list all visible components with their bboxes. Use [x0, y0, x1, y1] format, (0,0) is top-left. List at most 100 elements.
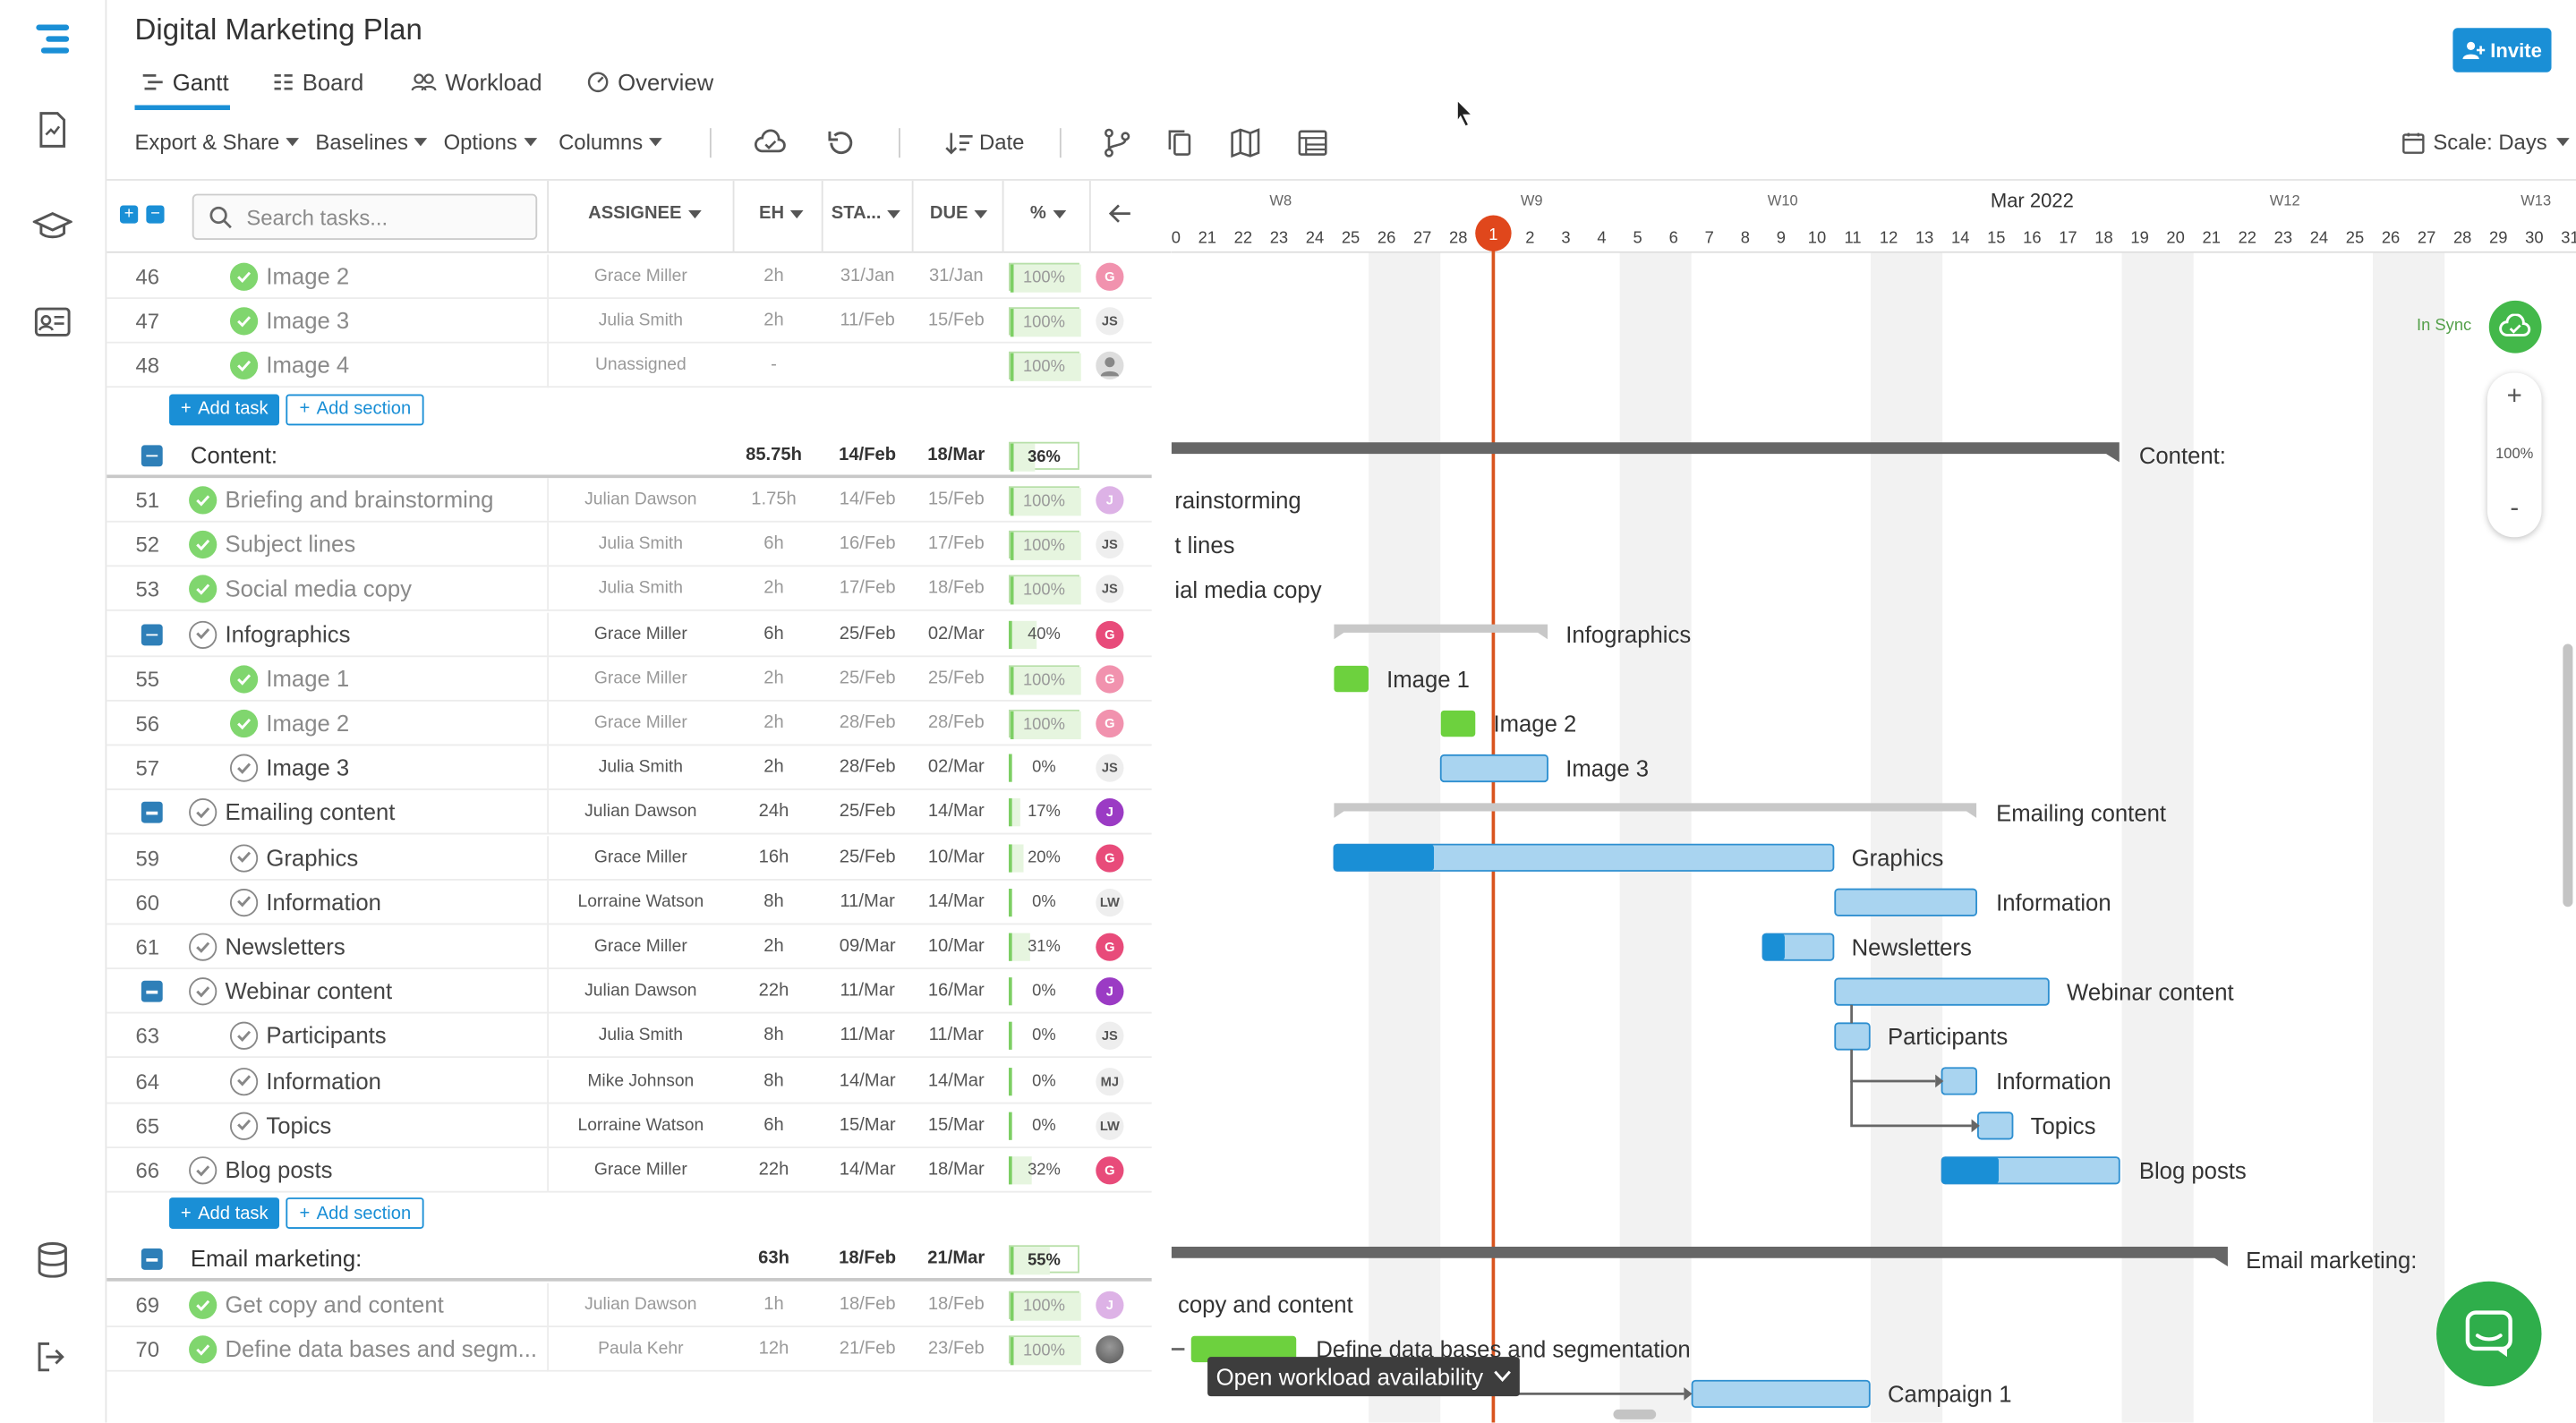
- task-progress[interactable]: 100%: [1008, 307, 1081, 337]
- collapse-task-button[interactable]: [141, 981, 163, 1002]
- task-assignee[interactable]: Unassigned: [594, 355, 687, 376]
- open-workload-button[interactable]: Open workload availability: [1207, 1357, 1520, 1397]
- user-avatar[interactable]: G: [1096, 843, 1124, 872]
- task-start[interactable]: 25/Feb: [839, 802, 896, 822]
- task-row[interactable]: 46 Image 2 Grace Miller 2h 31/Jan 31/Jan 100% G: [107, 254, 1152, 300]
- complete-checkbox[interactable]: [229, 843, 259, 872]
- task-name[interactable]: Newsletters: [225, 933, 345, 959]
- cloud-save-icon[interactable]: [754, 128, 787, 158]
- user-avatar[interactable]: JS: [1096, 575, 1124, 604]
- task-row[interactable]: Emailing content Julian Dawson 24h 25/Feb 14…: [107, 790, 1152, 836]
- complete-checkbox[interactable]: [189, 977, 218, 1006]
- task-assignee[interactable]: Julian Dawson: [584, 981, 697, 1001]
- sync-button[interactable]: [2488, 300, 2542, 354]
- task-start[interactable]: 14/Feb: [839, 489, 896, 510]
- task-assignee[interactable]: Julia Smith: [598, 578, 683, 599]
- complete-checkbox[interactable]: [189, 1290, 218, 1319]
- user-avatar[interactable]: G: [1096, 665, 1124, 694]
- sort-date-button[interactable]: Date: [944, 130, 1024, 155]
- task-row[interactable]: 57 Image 3 Julia Smith 2h 28/Feb 02/Mar 0% JS: [107, 746, 1152, 791]
- task-name[interactable]: Subject lines: [225, 531, 356, 558]
- section-row[interactable]: Content: 85.75h 14/Feb 18/Mar 36%: [107, 433, 1152, 478]
- user-avatar[interactable]: [1096, 1334, 1124, 1364]
- collapse-task-button[interactable]: [141, 623, 163, 645]
- copy-icon[interactable]: [1164, 128, 1197, 158]
- task-row[interactable]: 59 Graphics Grace Miller 16h 25/Feb 10/Mar 20%…: [107, 835, 1152, 881]
- collapse-task-button[interactable]: [141, 802, 163, 824]
- task-name[interactable]: Information: [266, 1067, 381, 1094]
- column-header-start[interactable]: STA...: [832, 204, 901, 224]
- task-name[interactable]: Infographics: [225, 620, 351, 647]
- task-due[interactable]: 10/Mar: [927, 847, 985, 867]
- task-progress[interactable]: 0%: [1008, 754, 1079, 783]
- task-row[interactable]: 48 Image 4 Unassigned - 100%: [107, 344, 1152, 388]
- column-header-percent[interactable]: %: [1030, 204, 1066, 224]
- task-due[interactable]: 18/Mar: [927, 1159, 985, 1180]
- task-due[interactable]: 25/Feb: [927, 668, 985, 688]
- complete-checkbox[interactable]: [189, 531, 218, 559]
- task-progress[interactable]: 100%: [1008, 262, 1081, 293]
- task-progress[interactable]: 20%: [1008, 843, 1079, 872]
- task-assignee[interactable]: Grace Miller: [593, 847, 687, 867]
- topics-bar[interactable]: [1977, 1112, 2014, 1140]
- task-assignee[interactable]: Julian Dawson: [584, 802, 697, 822]
- add-section-button[interactable]: + Add section: [286, 393, 424, 425]
- columns-menu[interactable]: Columns: [559, 130, 663, 155]
- complete-checkbox[interactable]: [189, 1156, 218, 1185]
- task-due[interactable]: 10/Mar: [927, 936, 985, 957]
- tab-gantt[interactable]: Gantt: [141, 69, 229, 95]
- task-row[interactable]: 61 Newsletters Grace Miller 2h 09/Mar 10/Mar 3…: [107, 925, 1152, 969]
- task-start[interactable]: 21/Feb: [839, 1338, 896, 1359]
- zoom-out-button[interactable]: -: [2510, 494, 2520, 523]
- task-start[interactable]: 14/Mar: [839, 1159, 896, 1180]
- complete-checkbox[interactable]: [229, 888, 259, 916]
- task-row[interactable]: 55 Image 1 Grace Miller 2h 25/Feb 25/Feb 100% G: [107, 656, 1152, 702]
- tab-workload[interactable]: Workload: [411, 69, 542, 95]
- task-progress[interactable]: 0%: [1008, 977, 1079, 1006]
- information-bar[interactable]: [1834, 888, 1978, 916]
- complete-checkbox[interactable]: [229, 1022, 259, 1051]
- expand-all-button[interactable]: +: [119, 205, 139, 224]
- task-due[interactable]: 17/Feb: [927, 533, 985, 554]
- task-name[interactable]: Briefing and brainstorming: [225, 486, 494, 513]
- image1-bar[interactable]: [1334, 665, 1369, 693]
- task-assignee[interactable]: Julia Smith: [598, 533, 683, 554]
- task-start[interactable]: 28/Feb: [839, 757, 896, 778]
- task-assignee[interactable]: Grace Miller: [593, 266, 687, 286]
- user-avatar[interactable]: MJ: [1096, 1067, 1124, 1095]
- column-header-assignee[interactable]: ASSIGNEE: [588, 204, 702, 224]
- add-task-button[interactable]: + Add task: [169, 393, 280, 425]
- add-section-button[interactable]: + Add section: [286, 1197, 424, 1230]
- task-name[interactable]: Graphics: [266, 843, 359, 871]
- task-progress[interactable]: 32%: [1008, 1156, 1079, 1185]
- task-row[interactable]: 47 Image 3 Julia Smith 2h 11/Feb 15/Feb 100% JS: [107, 299, 1152, 344]
- app-logo-icon[interactable]: [33, 20, 73, 59]
- user-avatar[interactable]: G: [1096, 262, 1124, 291]
- task-start[interactable]: 18/Feb: [839, 1293, 896, 1314]
- column-header-eh[interactable]: EH: [759, 204, 805, 224]
- complete-checkbox[interactable]: [189, 1334, 218, 1364]
- task-due[interactable]: 14/Mar: [927, 1070, 985, 1091]
- complete-checkbox[interactable]: [229, 352, 259, 380]
- task-assignee[interactable]: Julian Dawson: [584, 489, 697, 510]
- task-assignee[interactable]: Julian Dawson: [584, 1293, 697, 1314]
- task-progress[interactable]: 100%: [1008, 665, 1081, 695]
- complete-checkbox[interactable]: [189, 798, 218, 827]
- options-menu[interactable]: Options: [444, 130, 537, 155]
- task-row[interactable]: 70 Define data bases and segm... Paula Keh…: [107, 1326, 1152, 1372]
- task-row[interactable]: 65 Topics Lorraine Watson 6h 15/Mar 15/Mar 0% L…: [107, 1103, 1152, 1148]
- infographics-bar[interactable]: [1334, 624, 1548, 640]
- user-avatar[interactable]: J: [1096, 1290, 1124, 1319]
- task-name[interactable]: Participants: [266, 1022, 387, 1049]
- task-row[interactable]: 66 Blog posts Grace Miller 22h 14/Mar 18/Mar 3…: [107, 1148, 1152, 1193]
- task-start[interactable]: 11/Mar: [840, 1026, 895, 1046]
- task-name[interactable]: Image 1: [266, 665, 350, 692]
- user-avatar[interactable]: JS: [1096, 754, 1124, 783]
- complete-checkbox[interactable]: [229, 262, 259, 291]
- task-due[interactable]: 15/Feb: [927, 489, 985, 510]
- task-row[interactable]: 63 Participants Julia Smith 8h 11/Mar 11/Mar 0…: [107, 1014, 1152, 1059]
- task-start[interactable]: 09/Mar: [839, 936, 896, 957]
- complete-checkbox[interactable]: [229, 1112, 259, 1140]
- task-name[interactable]: Get copy and content: [225, 1290, 444, 1317]
- complete-checkbox[interactable]: [229, 709, 259, 738]
